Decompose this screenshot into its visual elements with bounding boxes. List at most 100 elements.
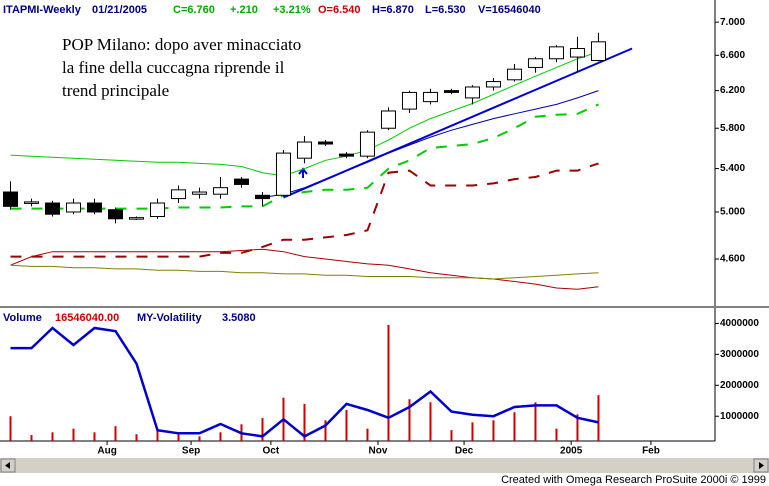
volume-label: Volume <box>3 312 42 324</box>
candle-body <box>275 152 291 196</box>
x-tick-label: Feb <box>642 446 660 457</box>
candle-body <box>422 91 438 103</box>
volume-bar <box>261 418 264 441</box>
scroll-track <box>0 458 769 473</box>
x-tick-label: 2005 <box>560 446 583 457</box>
volume-bar <box>534 402 537 441</box>
y-tick-label: 3000000 <box>720 349 759 360</box>
y-tick-label: 6.600 <box>720 50 745 61</box>
scroll-arrow <box>759 462 764 469</box>
y-tick-label: 4.600 <box>720 254 745 265</box>
candle-body <box>44 202 60 215</box>
volume-bar <box>429 402 432 441</box>
y-tick-label: 6.200 <box>720 85 745 96</box>
candle-body <box>359 131 375 157</box>
volume-bar <box>156 431 159 441</box>
candle-body <box>107 209 123 220</box>
candle-body <box>254 194 270 200</box>
volume-bar <box>9 416 12 441</box>
candle-body <box>233 178 249 185</box>
volume-bar <box>30 435 33 441</box>
candle-body <box>380 110 396 129</box>
candle-body <box>128 217 144 220</box>
y-tick-label: 2000000 <box>720 380 759 391</box>
volume-bar <box>576 414 579 441</box>
change: +.210 <box>230 4 258 16</box>
indicator-line <box>10 51 599 177</box>
candle-body <box>296 141 312 159</box>
volatility-label: MY-Volatility <box>137 312 202 324</box>
candle-body <box>506 68 522 81</box>
trendline <box>283 47 633 199</box>
candle-body <box>170 189 186 200</box>
volume-bar <box>597 395 600 441</box>
volume-bar <box>471 422 474 441</box>
indicator-line <box>10 248 599 290</box>
annotation: la fine della cuccagna riprende il <box>62 58 285 77</box>
candle-body <box>212 187 228 195</box>
volume-bar <box>198 436 201 441</box>
y-tick-label: 5.400 <box>720 163 745 174</box>
scrollbar[interactable] <box>0 458 769 473</box>
close: C=6.760 <box>173 4 215 16</box>
annotation: trend principale <box>62 81 169 100</box>
volume-bar <box>450 430 453 441</box>
volume-bar <box>555 428 558 441</box>
candle-body <box>464 86 480 99</box>
y-tick-label: 5.800 <box>720 123 745 134</box>
volume-value: 16546040.00 <box>55 312 119 324</box>
volume-bar <box>51 432 54 441</box>
date: 01/21/2005 <box>92 4 147 16</box>
candle-body <box>401 91 417 110</box>
scroll-arrow <box>5 462 10 469</box>
candle-body <box>191 191 207 195</box>
x-tick-label: Aug <box>97 446 116 457</box>
x-tick-label: Oct <box>263 446 280 457</box>
volume-bar <box>93 432 96 441</box>
volume-bar <box>513 412 516 441</box>
y-tick-label: 7.000 <box>720 17 745 28</box>
candle-body <box>2 191 18 207</box>
volatility-value: 3.5080 <box>222 312 256 324</box>
candle-body <box>485 81 501 88</box>
volume-bar <box>114 426 117 441</box>
volume-bar <box>408 399 411 441</box>
indicator-line <box>10 103 599 210</box>
candle-body <box>149 202 165 218</box>
volume-bar <box>135 434 138 441</box>
volume-bar <box>177 433 180 441</box>
high: H=6.870 <box>372 4 414 16</box>
volume-bar <box>219 432 222 441</box>
y-tick-label: 4000000 <box>720 318 759 329</box>
volume: V=16546040 <box>478 4 541 16</box>
volume-bar <box>492 420 495 441</box>
percent: +3.21% <box>273 4 311 16</box>
y-tick-label: 5.000 <box>720 207 745 218</box>
symbol: ITAPMI-Weekly <box>3 4 82 16</box>
candle-body <box>590 41 606 61</box>
low: L=6.530 <box>425 4 466 16</box>
candle-body <box>569 48 585 58</box>
open: O=6.540 <box>318 4 361 16</box>
candle-body <box>23 201 39 204</box>
candle-body <box>548 46 564 60</box>
y-tick-label: 1000000 <box>720 411 759 422</box>
volume-bar <box>72 428 75 441</box>
annotation: POP Milano: dopo aver minacciato <box>62 35 301 54</box>
footer: Created with Omega Research ProSuite 200… <box>501 474 766 486</box>
volume-bar <box>366 428 369 441</box>
candle-body <box>338 153 354 157</box>
candle-body <box>65 202 81 213</box>
x-tick-label: Dec <box>455 446 474 457</box>
candle-body <box>317 141 333 145</box>
indicator-line <box>10 264 599 280</box>
candle-body <box>527 58 543 68</box>
volume-bar <box>303 403 306 441</box>
volume-bar <box>324 420 327 441</box>
volume-bar <box>345 410 348 441</box>
indicator-line <box>10 162 599 258</box>
x-tick-label: Nov <box>369 446 388 457</box>
volume-bar <box>387 324 390 441</box>
